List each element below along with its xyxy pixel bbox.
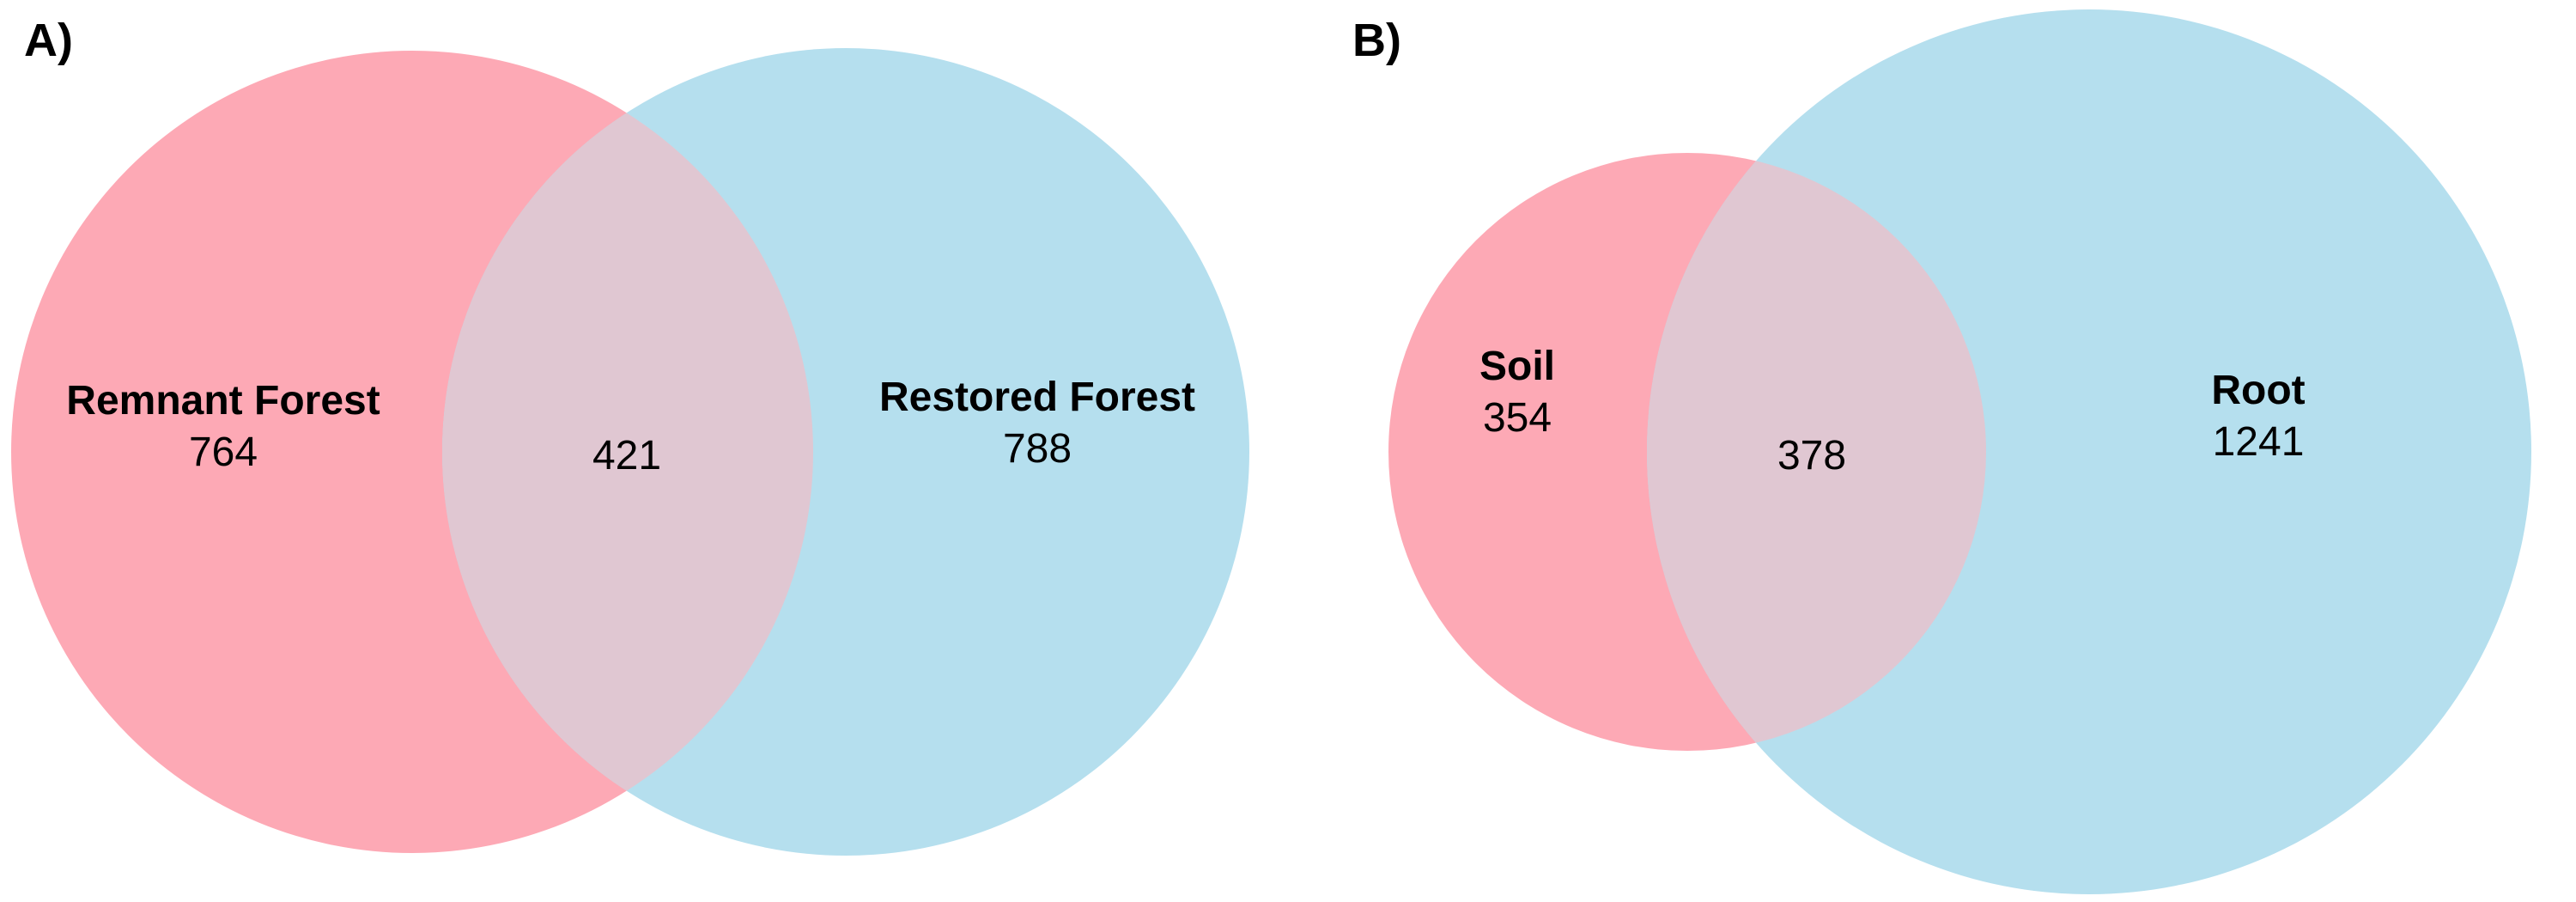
venn-overlap-a	[442, 51, 813, 853]
set-count-root: 1241	[2213, 419, 2305, 465]
set-name-remnant-forest: Remnant Forest	[66, 378, 380, 424]
panel-label-b: B)	[1352, 15, 1401, 66]
overlap-count-b: 378	[1777, 433, 1846, 478]
venn-panel-b: B) Soil 354 378 Root 1241	[1352, 9, 2531, 894]
panel-label-a: A)	[24, 15, 73, 66]
set-name-soil: Soil	[1479, 344, 1555, 389]
set-count-restored-forest: 788	[1003, 426, 1072, 472]
set-count-remnant-forest: 764	[189, 430, 258, 475]
set-count-soil: 354	[1483, 395, 1552, 441]
set-name-restored-forest: Restored Forest	[879, 375, 1195, 420]
venn-panel-a: A) Remnant Forest 764 421 Restored Fores…	[11, 15, 1249, 856]
overlap-count-a: 421	[592, 433, 661, 478]
venn-overlap-b	[1647, 153, 1986, 751]
set-name-root: Root	[2211, 368, 2305, 413]
